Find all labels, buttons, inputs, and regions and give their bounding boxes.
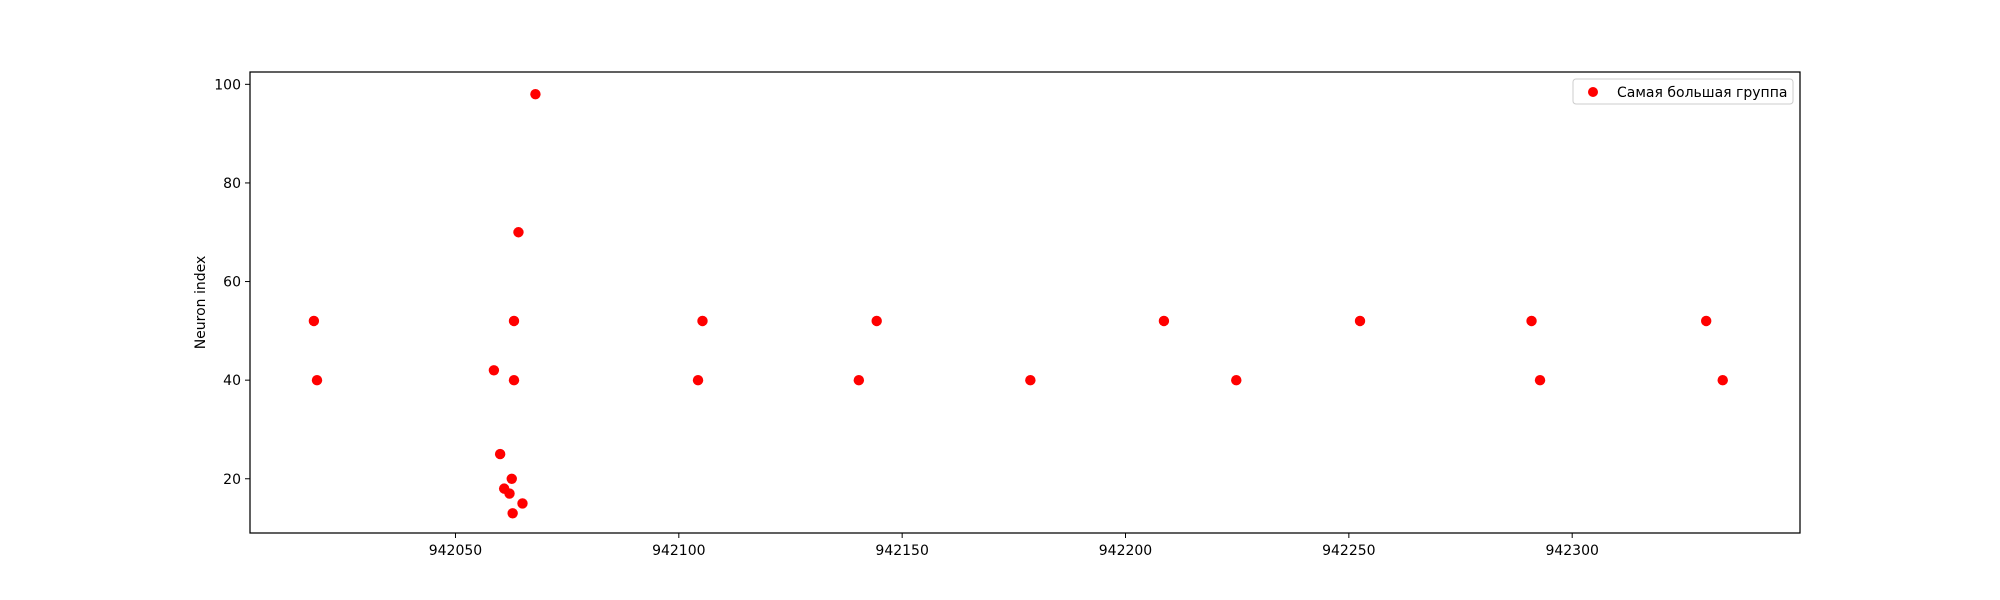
data-point: [508, 374, 520, 386]
data-point: [1231, 374, 1242, 386]
data-point: [311, 374, 323, 386]
data-point: [853, 374, 865, 386]
legend-marker: [1588, 87, 1598, 97]
x-tick-label: 942300: [1545, 543, 1598, 559]
data-point: [692, 374, 704, 386]
data-point: [504, 488, 515, 499]
data-point: [1526, 315, 1537, 327]
plot-area-frame: [249, 71, 1801, 534]
y-tick-label: 40: [223, 373, 241, 389]
data-point: [513, 227, 524, 238]
data-point: [1025, 374, 1036, 386]
x-axis: 942050 942100 942150 942200 942250 942300: [429, 533, 1599, 559]
y-axis: 20 40 60 80 100: [214, 77, 250, 488]
data-point: [1700, 315, 1712, 327]
legend: Самая большая группа: [1572, 78, 1794, 105]
x-tick-label: 942150: [875, 543, 928, 559]
data-point: [697, 315, 708, 327]
points-layer: [308, 88, 1728, 519]
data-point: [507, 508, 518, 519]
data-point: [494, 448, 506, 460]
y-axis-label: Neuron index: [193, 256, 209, 350]
y-tick-label: 20: [223, 472, 241, 488]
data-point: [1354, 315, 1366, 327]
data-point: [508, 315, 520, 327]
legend-box: [1572, 78, 1794, 105]
data-point: [308, 315, 320, 327]
data-point: [871, 315, 882, 327]
y-tick-label: 60: [223, 275, 241, 291]
data-point: [1717, 374, 1728, 386]
data-point: [506, 473, 517, 484]
y-tick-label: 80: [223, 176, 241, 192]
x-tick-label: 942100: [652, 543, 705, 559]
data-point: [1534, 374, 1546, 386]
x-tick-label: 942250: [1322, 543, 1375, 559]
y-tick-label: 100: [214, 77, 241, 93]
data-point: [530, 88, 541, 100]
data-point: [1158, 315, 1170, 327]
data-point: [517, 498, 528, 509]
x-tick-label: 942200: [1099, 543, 1152, 559]
legend-label: Самая большая группа: [1617, 85, 1787, 101]
data-point: [488, 365, 500, 376]
x-tick-label: 942050: [429, 543, 482, 559]
